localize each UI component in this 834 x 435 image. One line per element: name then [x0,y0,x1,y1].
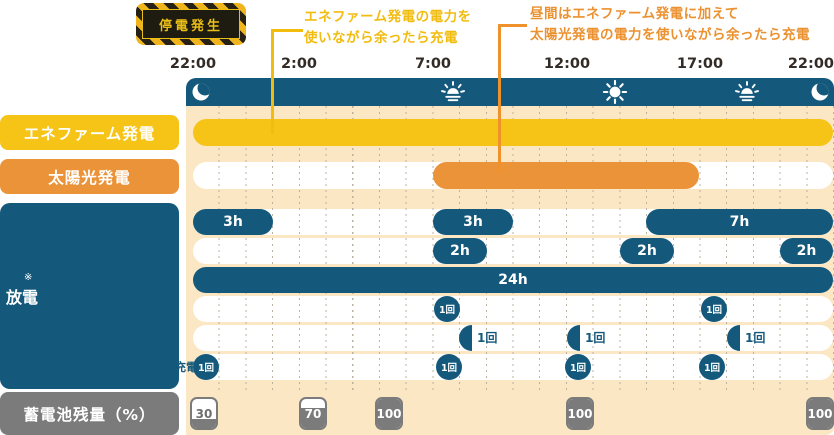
sunrise-icon [439,80,468,104]
annotation-enefarm: エネファーム発電の電力を 使いながら余ったら充電 [304,7,472,49]
event-phone-2: 1回 [436,354,462,380]
leader-line-orange-vertical [498,24,501,173]
tick-12-00: 12:00 [543,56,591,72]
segment-led-3: 7h [646,209,833,235]
event-phone-1: 1回 [193,354,219,380]
tick-2-00: 2:00 [280,56,318,72]
segment-tv-2: 2h [620,238,674,264]
segment-led-2: 3h [433,209,513,235]
discharge-panel: ※ 放電 [0,203,179,389]
tick-17-00: 17:00 [676,56,724,72]
sunset-icon [733,80,762,104]
moon-icon [192,83,210,101]
battery-badge-100a: 100 [375,397,403,430]
row-label-solar: 太陽光発電 [0,159,179,194]
bar-enefarm-24h [193,119,833,146]
segment-led-1: 3h [193,209,273,235]
leader-line-yellow-horizontal [271,29,303,32]
power-outage-badge-label: 停電発生 [142,9,240,39]
battery-row-label: 蓄電池残量（%） [0,392,179,435]
battery-fill-100b [568,399,592,428]
power-outage-badge: 停電発生 [136,3,246,45]
annotation-enefarm-line2: 使いながら余ったら充電 [304,30,458,46]
battery-badge-100b: 100 [566,397,594,430]
annotation-enefarm-line1: エネファーム発電の電力を [304,9,472,25]
row-label-enefarm: エネファーム発電 [0,115,179,150]
moon-icon-end [811,83,829,101]
segment-fridge-24h: 24h [193,267,833,293]
battery-value-100c: 100 [807,406,833,421]
day-phase-band [186,78,834,106]
battery-value-100a: 100 [376,406,402,421]
discharge-label: 放電 [6,288,39,307]
tick-7-00: 7:00 [414,56,452,72]
battery-fill-100a [377,399,401,428]
battery-fill-100c [808,399,832,428]
event-microwave-1-marker [459,325,472,351]
sun-icon [602,79,628,105]
event-microwave-1-label: 1回 [477,331,498,345]
tick-22-00: 22:00 [169,56,217,72]
battery-badge-30: 30 [190,397,218,430]
battery-value-70: 70 [304,406,322,421]
leader-line-yellow-vertical [271,29,274,134]
event-phone-3: 1回 [565,354,591,380]
annotation-daytime-solar: 昼間はエネファーム発電に加えて 太陽光発電の電力を使いながら余ったら充電 [530,4,810,46]
event-microwave-2-label: 1回 [585,331,606,345]
segment-tv-3: 2h [780,238,833,264]
event-microwave-2-marker [567,325,580,351]
event-cooker-2: 1回 [701,296,727,322]
battery-badge-100c: 100 [806,397,834,430]
battery-fill-30 [192,419,216,428]
annotation-daytime-line1: 昼間はエネファーム発電に加えて [530,6,739,22]
leader-line-orange-horizontal [498,24,527,27]
segment-tv-1: 2h [433,238,487,264]
discharge-note-mark: ※ [24,272,33,283]
battery-value-30: 30 [195,406,213,421]
event-phone-4: 1回 [699,354,725,380]
battery-value-100b: 100 [567,406,593,421]
annotation-daytime-line2: 太陽光発電の電力を使いながら余ったら充電 [530,27,810,43]
bar-solar-7to17 [433,162,699,189]
tick-22-00-end: 22:00 [787,56,834,72]
battery-badge-70: 70 [299,397,327,430]
event-cooker-1: 1回 [434,296,460,322]
battery-fill-70 [301,407,325,428]
event-microwave-3-label: 1回 [745,331,766,345]
event-microwave-3-marker [727,325,740,351]
